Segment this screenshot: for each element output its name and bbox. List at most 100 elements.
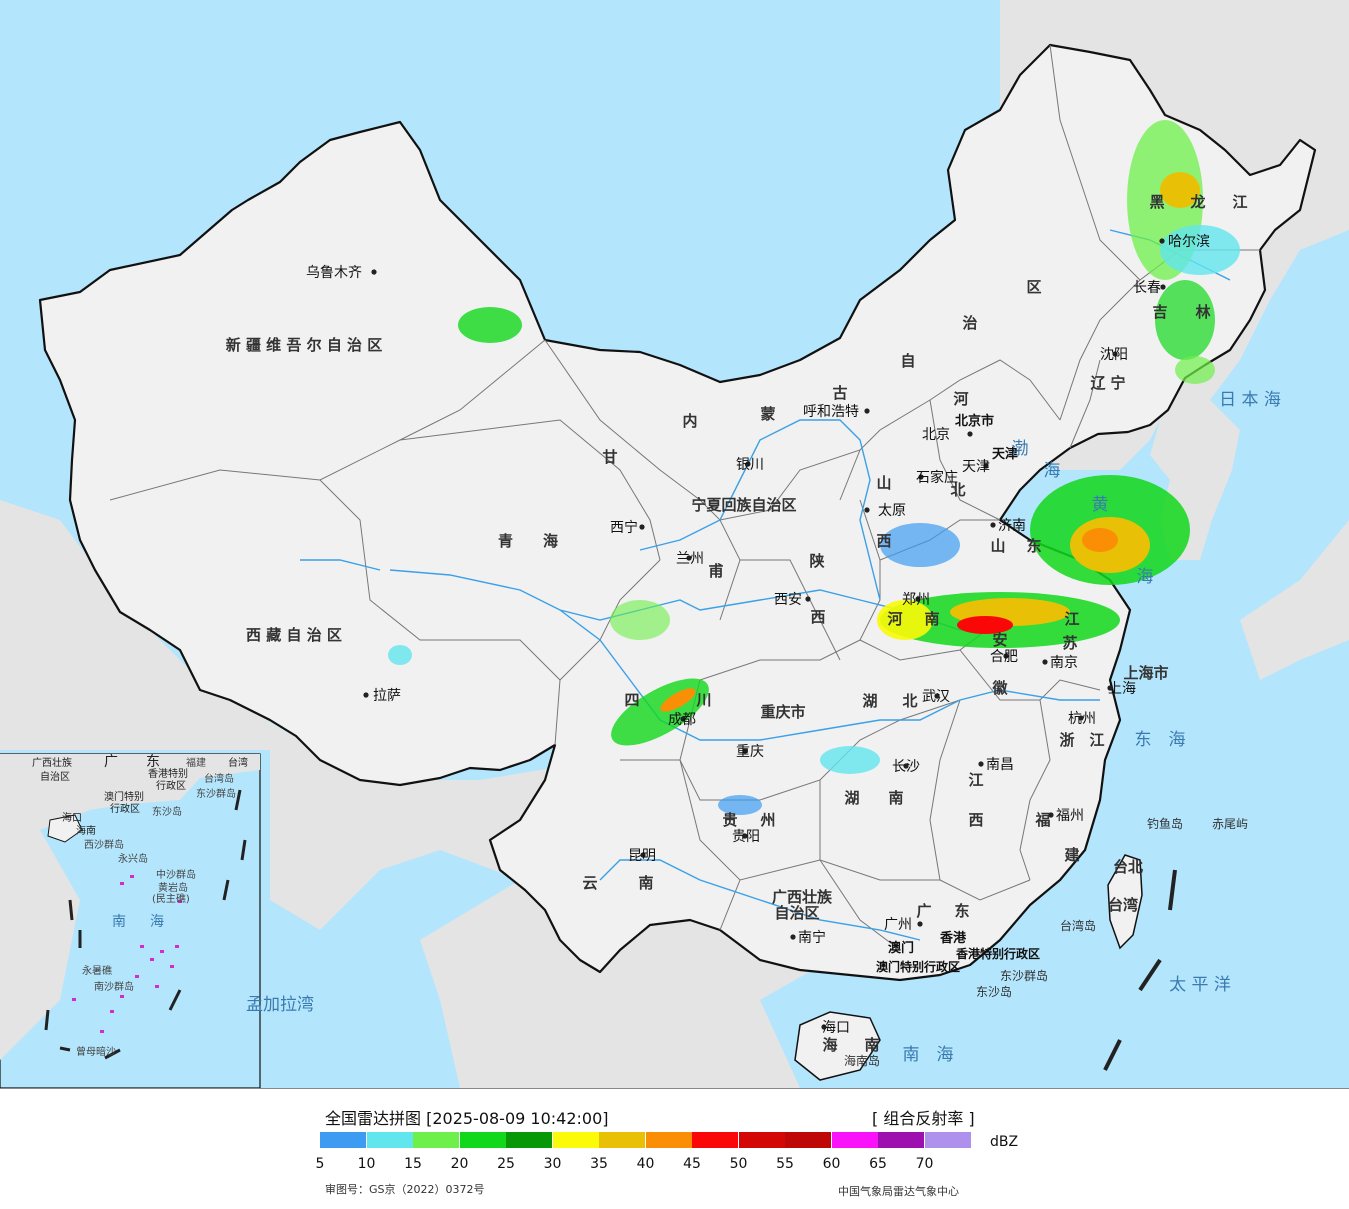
province-label: 州 [759, 811, 775, 829]
sea-label: 黄 [1092, 495, 1109, 515]
city-label: 济南 [998, 518, 1026, 534]
legend-swatch [645, 1132, 692, 1148]
city-dot [1159, 238, 1165, 244]
inset-label: 中沙群岛 [156, 868, 196, 881]
city-dot [917, 921, 923, 927]
province-label: 新 疆 维 吾 尔 自 治 区 [226, 336, 383, 354]
city-dot [639, 524, 645, 530]
product-name: [ 组合反射率 ] [872, 1109, 975, 1128]
province-label: 东 [954, 902, 969, 920]
city-label: 昆明 [628, 848, 656, 864]
province-label: 自治区 [774, 904, 819, 922]
city-dot [742, 833, 748, 839]
province-label: 青 海 [498, 532, 558, 550]
legend-title: 全国雷达拼图 [2025-08-09 10:42:00] [325, 1109, 609, 1128]
province-label: 治 [962, 314, 977, 332]
city-label: 长春 [1133, 280, 1161, 296]
legend-swatch [506, 1132, 552, 1148]
province-label: 徽 [991, 679, 1008, 697]
province-label: 海 [822, 1036, 837, 1054]
province-label: 江 [1089, 731, 1104, 749]
legend-swatch [738, 1132, 785, 1148]
province-label: 西 [876, 532, 891, 550]
island-label: 赤尾屿 [1212, 817, 1248, 831]
city-dot [1160, 284, 1166, 290]
legend-swatch [692, 1132, 738, 1148]
city-dot [1048, 812, 1054, 818]
province-label: 宁夏回族自治区 [691, 496, 796, 514]
unit-label: dBZ [990, 1134, 1019, 1150]
city-dot [903, 763, 909, 769]
city-dot [983, 463, 989, 469]
legend-tick: 5 [315, 1156, 325, 1172]
inset-label: 广西壮族 [32, 756, 72, 769]
legend-tick: 20 [450, 1156, 469, 1172]
province-label: 南 [924, 610, 939, 628]
special-region-label: 香港 [939, 930, 967, 946]
inset-label: 广 [104, 754, 118, 770]
inset-label: 东沙岛 [152, 805, 182, 818]
province-label: 西 [810, 608, 825, 626]
province-label: 蒙 [760, 405, 775, 423]
city-label: 北京 [922, 427, 950, 443]
province-label: 江 [1064, 610, 1079, 628]
city-dot [1107, 685, 1113, 691]
province-label: 台湾 [1108, 896, 1138, 914]
special-region-label: 澳门 [888, 940, 914, 956]
city-label: 银川 [736, 457, 764, 473]
province-label: 林 [1195, 303, 1211, 321]
legend-swatch [459, 1132, 506, 1148]
province-label: 西 藏 自 治 区 [246, 626, 342, 644]
city-dot [742, 748, 748, 754]
city-label: 南昌 [986, 757, 1014, 773]
city-label: 杭州 [1068, 711, 1096, 727]
city-dot [864, 507, 870, 513]
province-label: 河 [887, 610, 902, 628]
island-label: 东沙群岛 [1000, 968, 1048, 983]
special-region-label: 香港特别行政区 [955, 946, 1040, 961]
province-label: 川 [695, 691, 711, 709]
province-label: 自 [900, 352, 915, 370]
city-label: 重庆 [736, 744, 764, 760]
province-label: 广 [916, 902, 931, 920]
province-label: 古 [832, 384, 847, 402]
province-label: 山 [990, 537, 1005, 555]
city-label: 广州 [884, 917, 912, 933]
city-label: 太原 [878, 503, 906, 519]
province-label: 区 [1026, 278, 1041, 296]
sea-label: 东 海 [1135, 730, 1186, 750]
city-dot [371, 269, 377, 275]
inset-label: 行政区 [156, 779, 186, 792]
inset-label: (民主礁) [152, 892, 190, 905]
taiwan-island [1107, 854, 1143, 950]
city-label: 乌鲁木齐 [306, 265, 362, 281]
island-label: 台湾岛 [1060, 918, 1096, 933]
legend-tick: 15 [404, 1156, 422, 1172]
city-dot [805, 596, 811, 602]
legend-swatch [413, 1132, 459, 1148]
inset-label: 永暑礁 [82, 964, 112, 977]
province-label: 甘 [602, 448, 617, 466]
city-dot [680, 716, 686, 722]
city-dot [1042, 659, 1048, 665]
city-dot [934, 693, 940, 699]
sea-label: 太 平 洋 [1169, 975, 1231, 995]
province-label: 台北 [1113, 858, 1143, 876]
city-label: 哈尔滨 [1168, 234, 1210, 250]
city-dot [915, 596, 921, 602]
province-label: 吉 [1152, 303, 1167, 321]
sea-label: 南 海 [903, 1045, 954, 1065]
legend-swatch [924, 1132, 971, 1148]
legend-tick: 70 [915, 1156, 934, 1172]
inset-label: 香港特别 [148, 768, 188, 780]
inset-label: 行政区 [110, 802, 140, 815]
city-dot [363, 692, 369, 698]
city-dot [790, 934, 796, 940]
special-region-label: 天津 [992, 446, 1018, 462]
legend-swatch [831, 1132, 878, 1148]
legend-swatch [320, 1132, 366, 1148]
province-label: 龙 [1189, 193, 1205, 211]
city-dot [1078, 715, 1084, 721]
